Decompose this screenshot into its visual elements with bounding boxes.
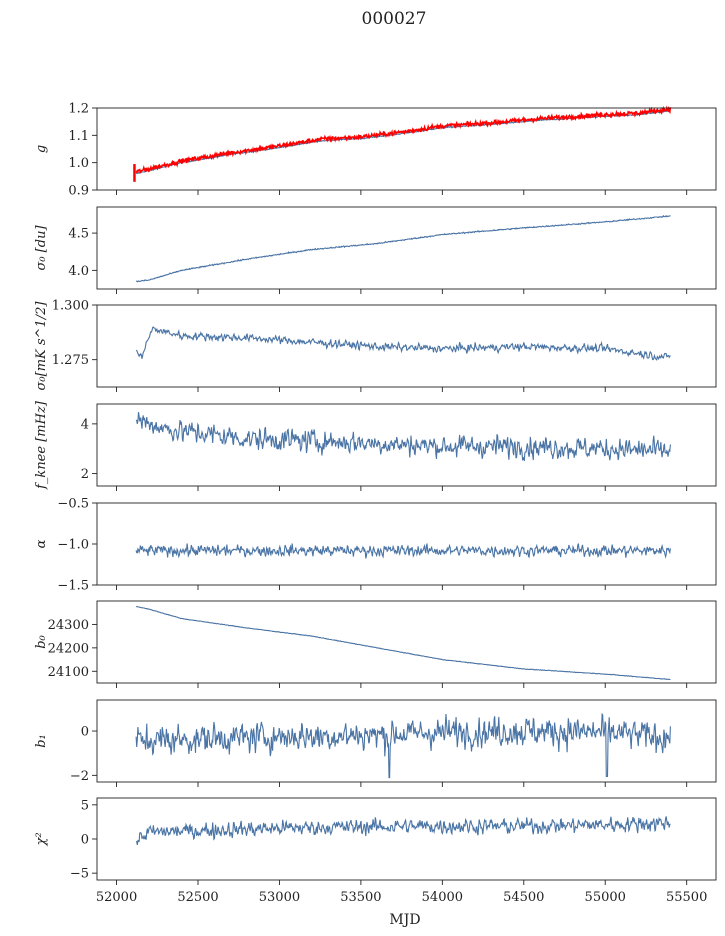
y-tick-label: 4.5 bbox=[68, 227, 89, 242]
series-line-8 bbox=[135, 816, 671, 846]
y-axis-label-6: b₀ bbox=[34, 634, 49, 648]
x-tick-label: 55500 bbox=[666, 890, 707, 905]
y-axis-label-1: g bbox=[34, 145, 49, 153]
y-tick-label: 24300 bbox=[48, 618, 89, 633]
y-tick-label: 1.2 bbox=[68, 102, 89, 117]
y-tick-label: −5 bbox=[70, 867, 89, 882]
series-line-1 bbox=[136, 110, 671, 174]
y-tick-label: 1.1 bbox=[68, 129, 89, 144]
panel-frame bbox=[96, 600, 717, 684]
y-axis-label-7: b₁ bbox=[34, 734, 49, 748]
x-tick-label: 53000 bbox=[259, 890, 300, 905]
y-tick-label: 1.300 bbox=[52, 299, 89, 314]
panel-8: −5 0 5 χ² bbox=[34, 797, 717, 885]
y-tick-label: 0 bbox=[81, 833, 89, 848]
y-axis-label-4: f_knee [mHz] bbox=[34, 400, 49, 490]
series-line-2 bbox=[136, 214, 671, 283]
panel-frame bbox=[96, 502, 717, 586]
series-line-5 bbox=[135, 543, 671, 559]
panel-2: 4.0 4.5 σ₀ [du] bbox=[34, 206, 717, 294]
x-tick-label: 53500 bbox=[340, 890, 381, 905]
y-tick-label: −0.5 bbox=[57, 497, 89, 512]
y-tick-label: 4 bbox=[81, 417, 89, 432]
fit-line bbox=[135, 105, 672, 174]
y-tick-label: 4.0 bbox=[68, 264, 89, 279]
y-tick-label: 5 bbox=[81, 798, 89, 813]
y-tick-label: 2 bbox=[81, 467, 89, 482]
panel-1: 0.9 1.0 1.1 1.2 g bbox=[34, 102, 717, 199]
y-tick-label: 1.0 bbox=[68, 156, 89, 171]
x-tick-label: 52000 bbox=[96, 890, 137, 905]
y-axis-label-5: α bbox=[34, 539, 49, 548]
x-tick-label: 55000 bbox=[585, 890, 626, 905]
y-tick-label: 1.275 bbox=[52, 353, 89, 368]
x-tick-label: 54500 bbox=[503, 890, 544, 905]
y-tick-label: −2 bbox=[70, 769, 89, 784]
x-tick-label: 52500 bbox=[177, 890, 218, 905]
y-axis-label-8: χ² bbox=[34, 832, 49, 846]
x-axis-label: MJD bbox=[389, 912, 420, 928]
y-axis-label-2: σ₀ [du] bbox=[34, 225, 49, 271]
panel-frame bbox=[96, 699, 717, 783]
panel-frame bbox=[96, 304, 717, 388]
panel-5: −1.5 −1.0 −0.5 α bbox=[34, 497, 717, 594]
series-line-7 bbox=[135, 712, 671, 779]
panel-frame bbox=[96, 206, 717, 290]
panels: 0.9 1.0 1.1 1.2 g 4.0 4.5 σ₀ [du] 1.275 1.300σ₀[m… bbox=[34, 102, 717, 905]
y-axis-label-3: σ₀[mK s^1/2] bbox=[34, 301, 49, 391]
panel-frame bbox=[96, 403, 717, 487]
panel-frame bbox=[96, 797, 717, 881]
y-tick-label: 24100 bbox=[48, 665, 89, 680]
y-tick-label: −1.0 bbox=[57, 538, 89, 553]
figure-title: 000027 bbox=[362, 9, 427, 29]
y-tick-label: 0 bbox=[81, 725, 89, 740]
series-line-3 bbox=[135, 326, 671, 361]
y-tick-label: −1.5 bbox=[57, 579, 89, 594]
panel-4: 2 4 f_knee [mHz] bbox=[34, 400, 717, 491]
series-line-4 bbox=[135, 412, 671, 461]
panel-frame bbox=[96, 107, 717, 191]
series-line-6 bbox=[135, 605, 671, 681]
y-tick-label: 24200 bbox=[48, 641, 89, 656]
x-tick-label: 54000 bbox=[422, 890, 463, 905]
panel-7: −2 0 b₁ bbox=[34, 699, 717, 787]
y-tick-label: 0.9 bbox=[68, 184, 89, 199]
